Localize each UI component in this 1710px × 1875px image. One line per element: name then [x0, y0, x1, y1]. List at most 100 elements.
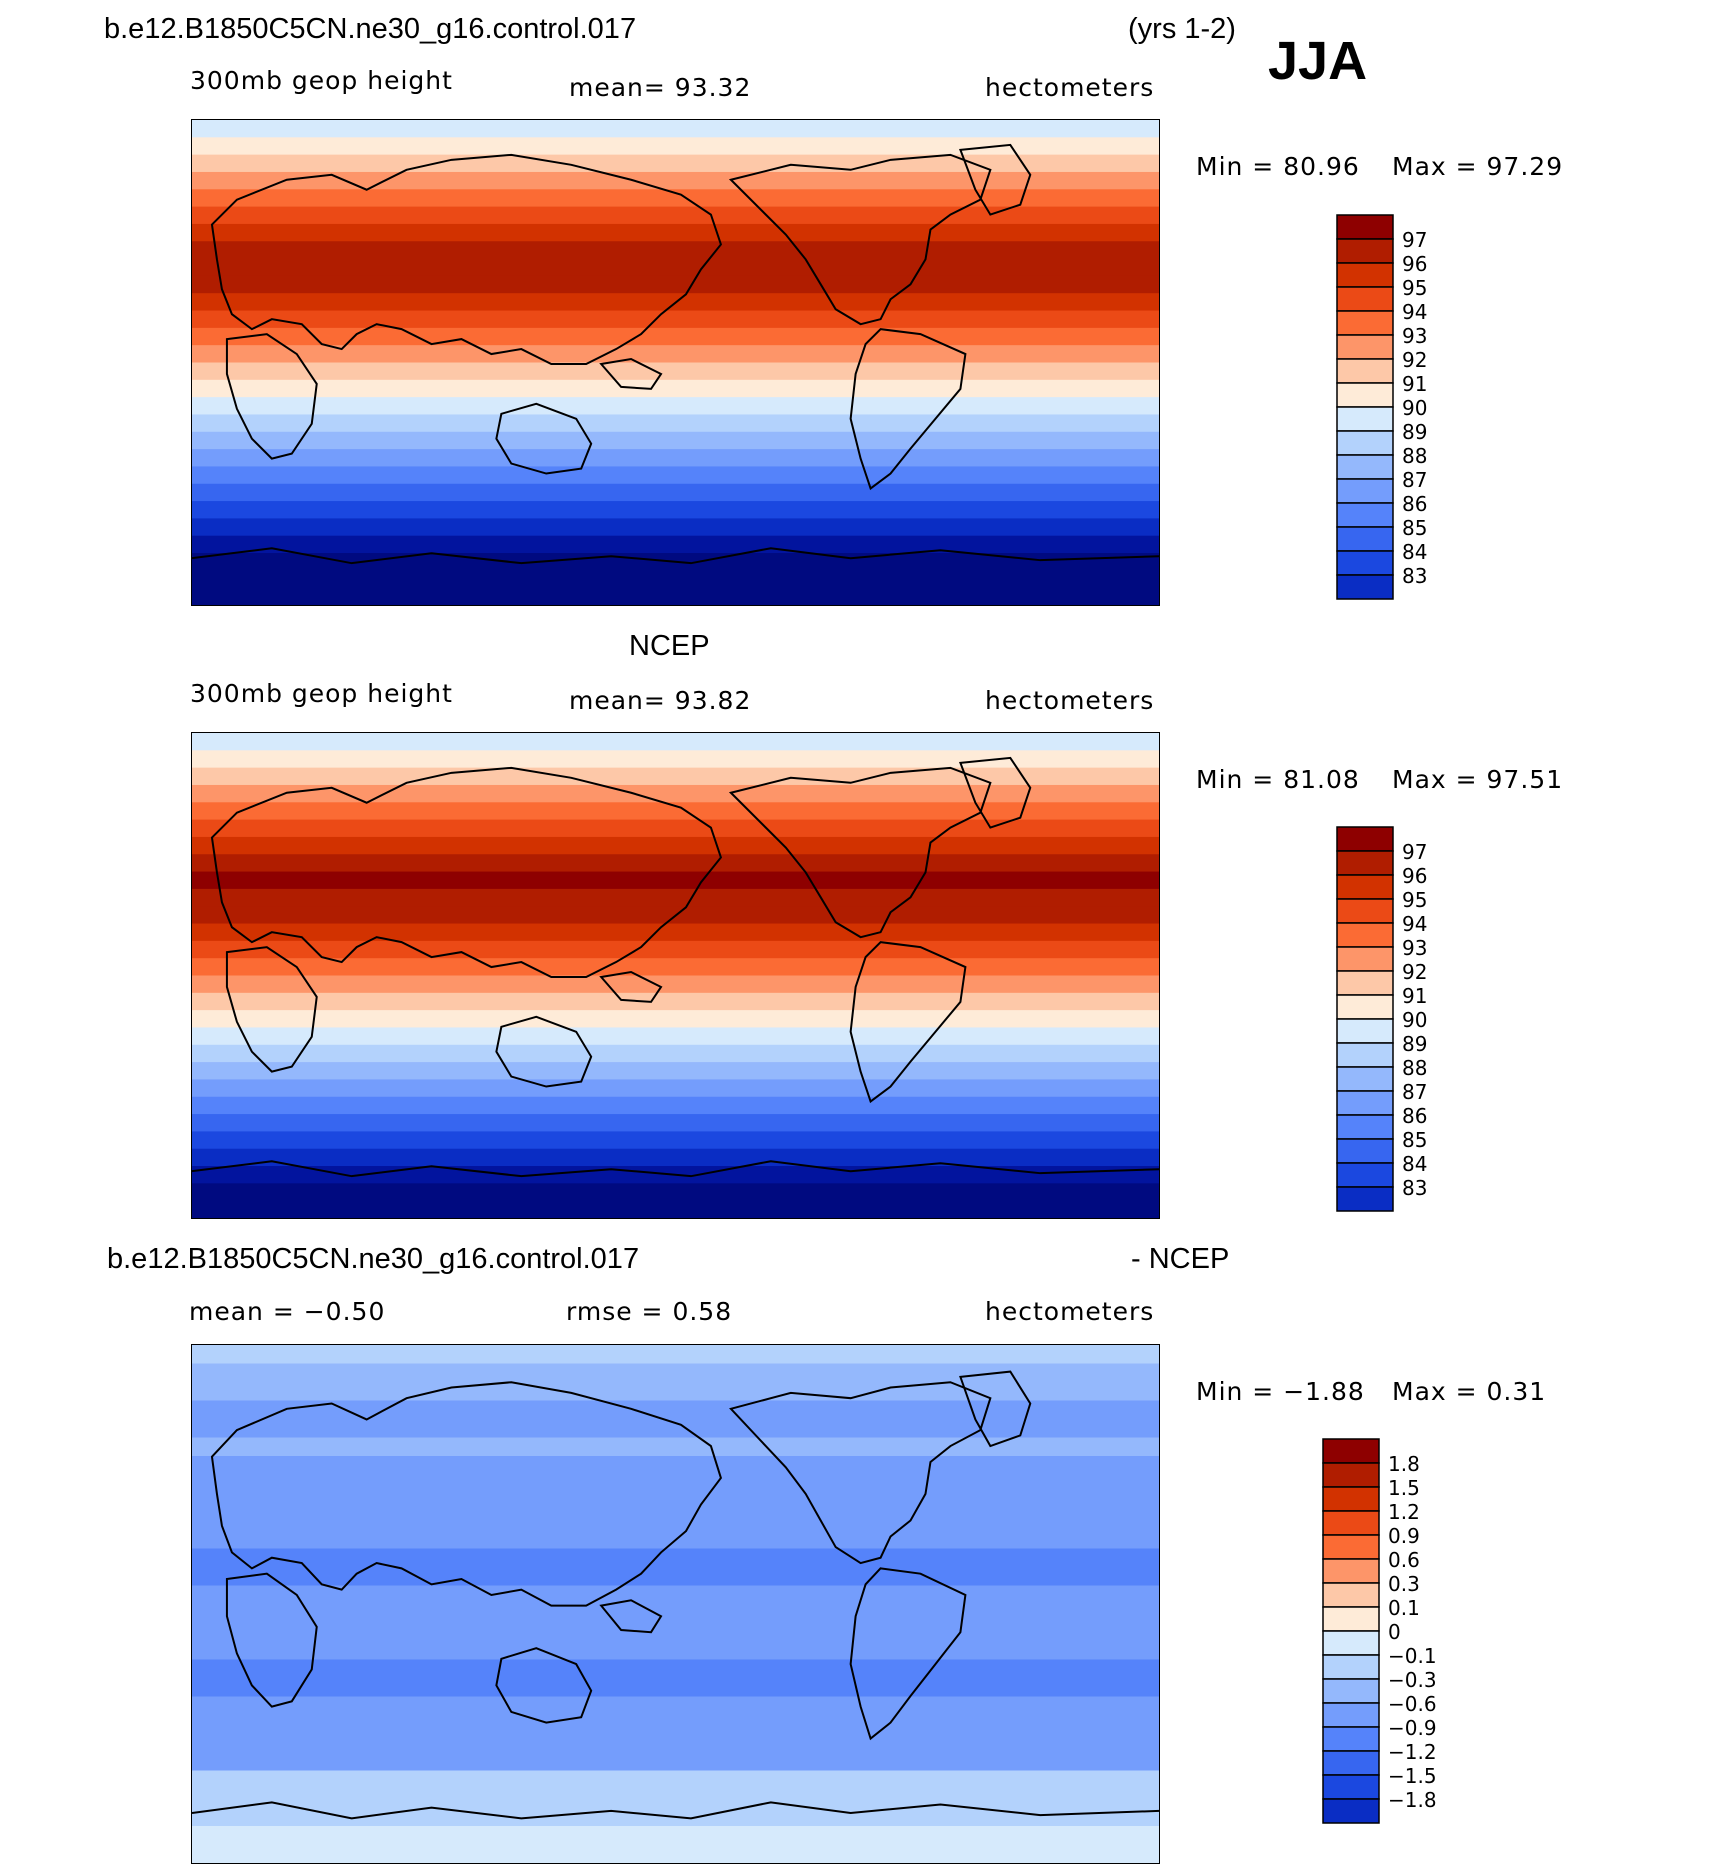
contour-band: [192, 940, 1159, 960]
colorbar-tick-label: 86: [1402, 492, 1427, 516]
colorbar-tick-label: 89: [1402, 1032, 1427, 1056]
contour-band: [192, 1659, 1159, 1679]
contour-band: [192, 1363, 1159, 1383]
contour-band: [192, 1511, 1159, 1531]
colorbar-box: [1336, 574, 1394, 600]
contour-band: [192, 1027, 1159, 1046]
colorbar-box: [1336, 874, 1394, 900]
colorbar-box: [1336, 922, 1394, 948]
colorbar-box: [1336, 358, 1394, 384]
map-svg: [192, 1345, 1159, 1863]
contour-band: [192, 397, 1159, 416]
contour-band: [192, 275, 1159, 295]
coastline-path: [212, 155, 721, 364]
coastline-path: [960, 145, 1030, 215]
contour-band: [192, 206, 1159, 225]
colorbar-tick-label: 92: [1402, 348, 1427, 372]
colorbar-box: [1336, 382, 1394, 408]
contour-band: [192, 1419, 1159, 1439]
colorbar-box: [1336, 1042, 1394, 1068]
contour-band: [192, 992, 1159, 1012]
coastline-path: [601, 972, 661, 1002]
colorbar-box: [1336, 310, 1394, 336]
contour-band: [192, 483, 1159, 503]
contour-band: [192, 1548, 1159, 1568]
colorbar-box: [1322, 1726, 1380, 1752]
contour-band: [192, 871, 1159, 890]
contour-band: [192, 154, 1159, 173]
colorbar-box: [1322, 1462, 1380, 1488]
colorbar-box: [1336, 334, 1394, 360]
contour-band: [192, 120, 1159, 139]
coastline-path: [212, 768, 721, 977]
colorbar-box: [1336, 1162, 1394, 1188]
contour-band: [192, 975, 1159, 994]
colorbar-tick-label: −0.1: [1388, 1644, 1437, 1668]
colorbar-tick-label: 0.3: [1388, 1572, 1420, 1596]
contour-band: [192, 258, 1159, 277]
contour-band: [192, 137, 1159, 156]
contour-band: [192, 518, 1159, 537]
colorbar-tick-label: 1.2: [1388, 1500, 1420, 1524]
colorbar-tick-label: 0.9: [1388, 1524, 1420, 1548]
contour-band: [192, 466, 1159, 485]
coastline-path: [212, 1382, 721, 1605]
colorbar-tick-label: 96: [1402, 252, 1427, 276]
contour-band: [192, 1114, 1159, 1133]
coastline-path: [192, 1161, 1159, 1176]
contour-band: [192, 1437, 1159, 1457]
colorbar-box: [1322, 1534, 1380, 1560]
colorbar-box: [1336, 502, 1394, 528]
diff-suffix: - NCEP: [1131, 1243, 1230, 1275]
contour-band: [192, 414, 1159, 433]
colorbar-box: [1336, 526, 1394, 552]
coastline-path: [731, 155, 990, 324]
contour-band: [192, 501, 1159, 520]
colorbar-tick-label: 96: [1402, 864, 1427, 888]
contour-band: [192, 1062, 1159, 1081]
colorbar-tick-label: 84: [1402, 540, 1427, 564]
contour-band: [192, 923, 1159, 942]
coastline-path: [960, 1372, 1030, 1446]
contour-band: [192, 1474, 1159, 1494]
colorbar-box: [1322, 1558, 1380, 1584]
coastline-path: [496, 1017, 591, 1087]
variable-label: 300mb geop height: [190, 679, 453, 708]
colorbar-box: [1322, 1798, 1380, 1824]
contour-band: [192, 1826, 1159, 1846]
colorbar-box: [1336, 286, 1394, 312]
colorbar-tick-label: 97: [1402, 228, 1427, 252]
map-panel-model: [191, 119, 1160, 606]
colorbar-box: [1336, 1090, 1394, 1116]
contour-band: [192, 1770, 1159, 1790]
contour-band: [192, 733, 1159, 752]
colorbar-tick-label: 0: [1388, 1620, 1401, 1644]
contour-band: [192, 1696, 1159, 1716]
units-label: hectometers: [985, 1297, 1155, 1326]
colorbar-box: [1336, 1138, 1394, 1164]
contour-band: [192, 1148, 1159, 1168]
contour-band: [192, 1493, 1159, 1513]
contour-band: [192, 958, 1159, 977]
colorbar-tick-label: 91: [1402, 984, 1427, 1008]
colorbar-tick-label: 97: [1402, 840, 1427, 864]
map-svg: [192, 733, 1159, 1218]
colorbar-tick-label: 87: [1402, 468, 1427, 492]
colorbar-box: [1322, 1678, 1380, 1704]
map-panel-difference: [191, 1344, 1160, 1864]
contour-band: [192, 802, 1159, 821]
colorbar-box: [1336, 1066, 1394, 1092]
colorbar-box: [1336, 994, 1394, 1020]
colorbar-box: [1322, 1702, 1380, 1728]
coastline-path: [496, 1648, 591, 1722]
coastline-path: [601, 359, 661, 389]
contour-band: [192, 327, 1159, 347]
contour-band: [192, 1096, 1159, 1116]
colorbar-tick-label: 87: [1402, 1080, 1427, 1104]
colorbar-tick-label: 88: [1402, 444, 1427, 468]
max-label: Max = 97.51: [1392, 765, 1564, 794]
coastline-path: [851, 329, 966, 488]
colorbar-box: [1322, 1510, 1380, 1536]
